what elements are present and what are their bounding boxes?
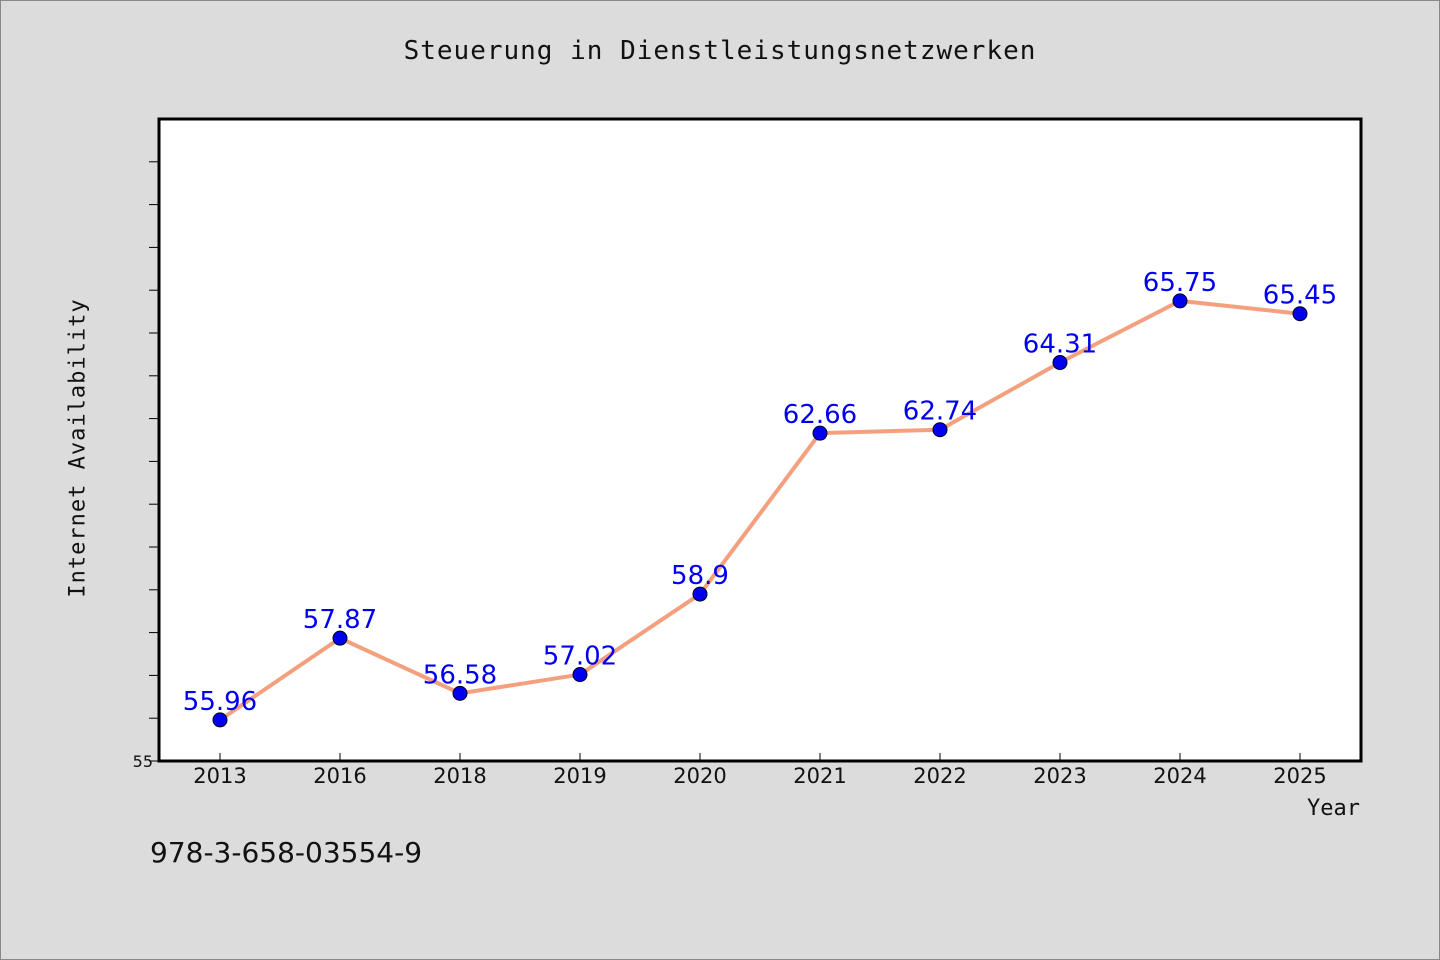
data-label: 58.9 xyxy=(671,561,729,591)
data-label: 56.58 xyxy=(423,660,497,690)
y-axis-ticks: 55 xyxy=(133,161,158,771)
data-point xyxy=(212,712,228,728)
isbn-footnote: 978-3-658-03554-9 xyxy=(150,836,423,869)
data-point xyxy=(932,422,948,438)
data-point xyxy=(692,586,708,602)
data-point xyxy=(812,425,828,441)
x-tick-label: 2025 xyxy=(1273,764,1326,788)
data-label: 57.87 xyxy=(303,605,377,635)
data-label: 55.96 xyxy=(183,687,257,717)
x-tick-label: 2021 xyxy=(793,764,846,788)
x-axis-ticks: 2013 2016 2018 2019 2020 2021 2022 2023 2024 2025 xyxy=(193,753,1327,788)
data-labels: 55.96 57.87 56.58 57.02 58.9 62.66 62.74 64.31 6… xyxy=(183,268,1337,717)
data-label: 65.45 xyxy=(1263,281,1337,311)
data-point xyxy=(1172,293,1188,309)
data-point xyxy=(452,685,468,701)
x-tick-label: 2016 xyxy=(313,764,366,788)
data-markers xyxy=(212,293,1308,728)
x-tick-label: 2022 xyxy=(913,764,966,788)
data-label: 64.31 xyxy=(1023,330,1097,360)
chart-title: Steuerung in Dienstleistungsnetzwerken xyxy=(403,36,1037,66)
data-label: 57.02 xyxy=(543,642,617,672)
data-point xyxy=(572,667,588,683)
data-label: 62.74 xyxy=(903,397,977,427)
y-tick-label: 55 xyxy=(133,752,153,771)
x-tick-label: 2020 xyxy=(673,764,726,788)
x-axis-label: Year xyxy=(1307,796,1360,821)
data-label: 65.75 xyxy=(1143,268,1217,298)
data-point xyxy=(1052,355,1068,371)
data-label: 62.66 xyxy=(783,400,857,430)
series-line xyxy=(218,298,1301,722)
x-tick-label: 2013 xyxy=(193,764,246,788)
x-tick-label: 2023 xyxy=(1033,764,1086,788)
data-point xyxy=(332,630,348,646)
x-tick-label: 2019 xyxy=(553,764,606,788)
plot-area xyxy=(157,117,1363,763)
x-tick-label: 2024 xyxy=(1153,764,1206,788)
x-tick-label: 2018 xyxy=(433,764,486,788)
data-point xyxy=(1292,306,1308,322)
